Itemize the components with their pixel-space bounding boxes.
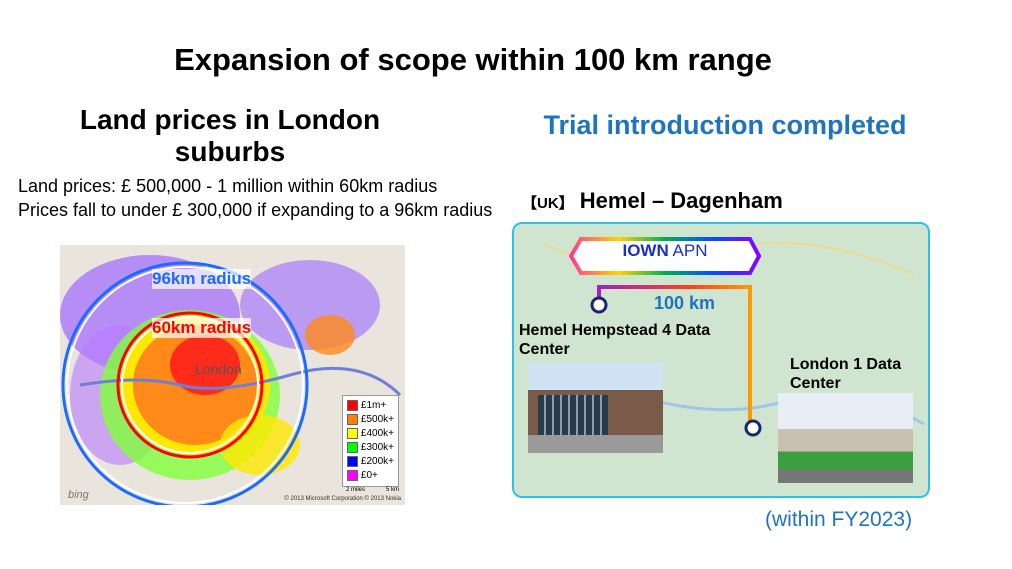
legend-label: £0+ — [360, 470, 378, 481]
legend-swatch — [346, 399, 358, 411]
iown-banner-shape — [568, 237, 762, 275]
desc-line: Land prices: £ 500,000 - 1 million withi… — [18, 176, 438, 196]
route-line — [597, 285, 752, 427]
96km-label: 96km radius — [152, 269, 252, 289]
legend-swatch — [346, 455, 358, 467]
iown-apn-banner: IOWN APN — [571, 241, 759, 261]
legend-label: £1m+ — [360, 400, 387, 411]
legend-label: £400k+ — [360, 428, 394, 439]
london-label: London — [195, 361, 242, 377]
legend-item: £0+ — [346, 469, 394, 483]
london-land-price-map: 96km radius 60km radius London £1m+ £500k… — [60, 245, 405, 505]
site-b-label: London 1 Data Center — [790, 356, 902, 392]
distance-label: 100 km — [654, 293, 716, 313]
legend-swatch — [346, 469, 358, 481]
bing-logo: bing — [68, 489, 89, 501]
london-datacenter-photo — [778, 393, 913, 483]
scale-miles: 2 miles — [345, 487, 365, 493]
legend-swatch — [346, 413, 358, 425]
desc-line: Prices fall to under £ 300,000 if expand… — [18, 200, 493, 220]
route-map: IOWN APN 100 km Hemel Hempstead 4 Data C… — [512, 222, 930, 498]
land-price-description: Land prices: £ 500,000 - 1 million withi… — [18, 174, 518, 222]
legend-label: £200k+ — [360, 456, 394, 467]
price-heatmap — [60, 255, 402, 505]
route-name: Hemel – Dagenham — [579, 188, 783, 213]
legend-item: £200k+ — [346, 455, 394, 469]
london-node-icon — [744, 419, 762, 437]
slide-title: Expansion of scope within 100 km range — [174, 42, 772, 77]
route-subtitle: 【UK】 Hemel – Dagenham — [522, 188, 783, 214]
60km-label: 60km radius — [152, 318, 252, 338]
banner-rest: APN — [668, 241, 708, 260]
96km-circle — [61, 261, 309, 505]
60km-circle — [116, 311, 264, 459]
map-legend: £1m+ £500k+ £400k+ £300k+ £200k+ £0+ — [341, 395, 399, 487]
scale-km: 5 km — [385, 487, 399, 493]
legend-item: £500k+ — [346, 413, 394, 427]
legend-item: £400k+ — [346, 427, 394, 441]
legend-label: £500k+ — [360, 414, 394, 425]
timeline-note: (within FY2023) — [765, 508, 913, 531]
legend-label: £300k+ — [360, 442, 394, 453]
left-heading: Land prices in London suburbs — [79, 104, 381, 167]
hemel-node-icon — [590, 296, 608, 314]
legend-swatch — [346, 441, 358, 453]
region-tag: 【UK】 — [522, 195, 574, 212]
banner-bold: IOWN — [622, 241, 669, 260]
legend-item: £300k+ — [346, 441, 394, 455]
map-copyright: © 2013 Microsoft Corporation © 2013 Noki… — [284, 496, 401, 502]
site-a-label: Hemel Hempstead 4 Data Center — [519, 322, 711, 358]
legend-swatch — [346, 427, 358, 439]
hemel-datacenter-photo — [528, 363, 663, 453]
right-heading: Trial introduction completed — [543, 110, 907, 140]
legend-item: £1m+ — [346, 399, 394, 413]
